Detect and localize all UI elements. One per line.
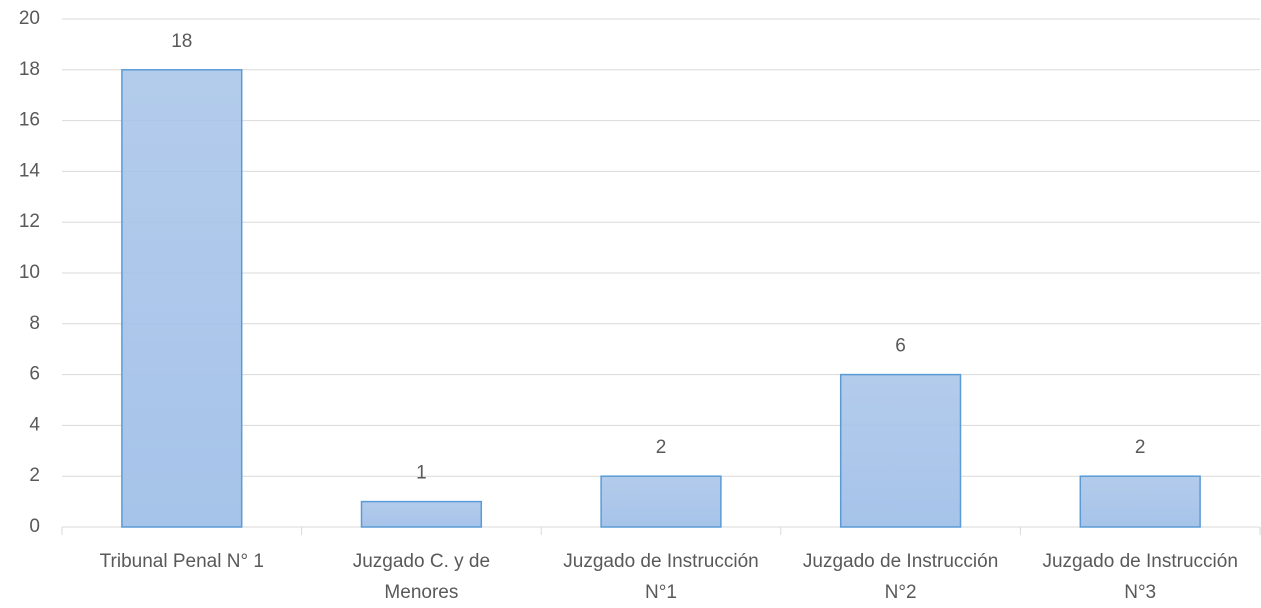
data-label: 2 — [1135, 437, 1146, 458]
bar — [600, 475, 722, 528]
x-tick-label: Juzgado de Instrucción N°3 — [1042, 551, 1238, 603]
y-tick-label: 18 — [19, 59, 40, 80]
y-tick-label: 10 — [19, 262, 40, 283]
y-tick-label: 12 — [19, 211, 40, 232]
y-tick-label: 20 — [19, 8, 40, 29]
x-tick-label: Juzgado C. y de Menores — [352, 551, 491, 603]
x-tick-label: Juzgado de Instrucción N°2 — [802, 551, 999, 603]
bar — [121, 69, 243, 528]
x-tick-label: Tribunal Penal N° 1 — [99, 551, 264, 572]
bar — [1079, 475, 1201, 528]
y-tick-label: 14 — [19, 160, 41, 181]
data-label: 18 — [171, 31, 192, 52]
x-tick-label: Juzgado de Instrucción N°1 — [563, 551, 759, 603]
y-tick-label: 6 — [29, 364, 40, 385]
bar — [360, 500, 483, 528]
data-label: 6 — [895, 336, 906, 357]
y-tick-label: 8 — [29, 313, 40, 334]
bar — [839, 373, 962, 528]
data-label: 2 — [656, 437, 667, 458]
data-label: 1 — [416, 463, 427, 484]
y-tick-label: 0 — [29, 516, 40, 537]
y-tick-label: 16 — [19, 110, 40, 131]
y-tick-label: 2 — [29, 465, 40, 486]
y-tick-label: 4 — [29, 414, 40, 435]
